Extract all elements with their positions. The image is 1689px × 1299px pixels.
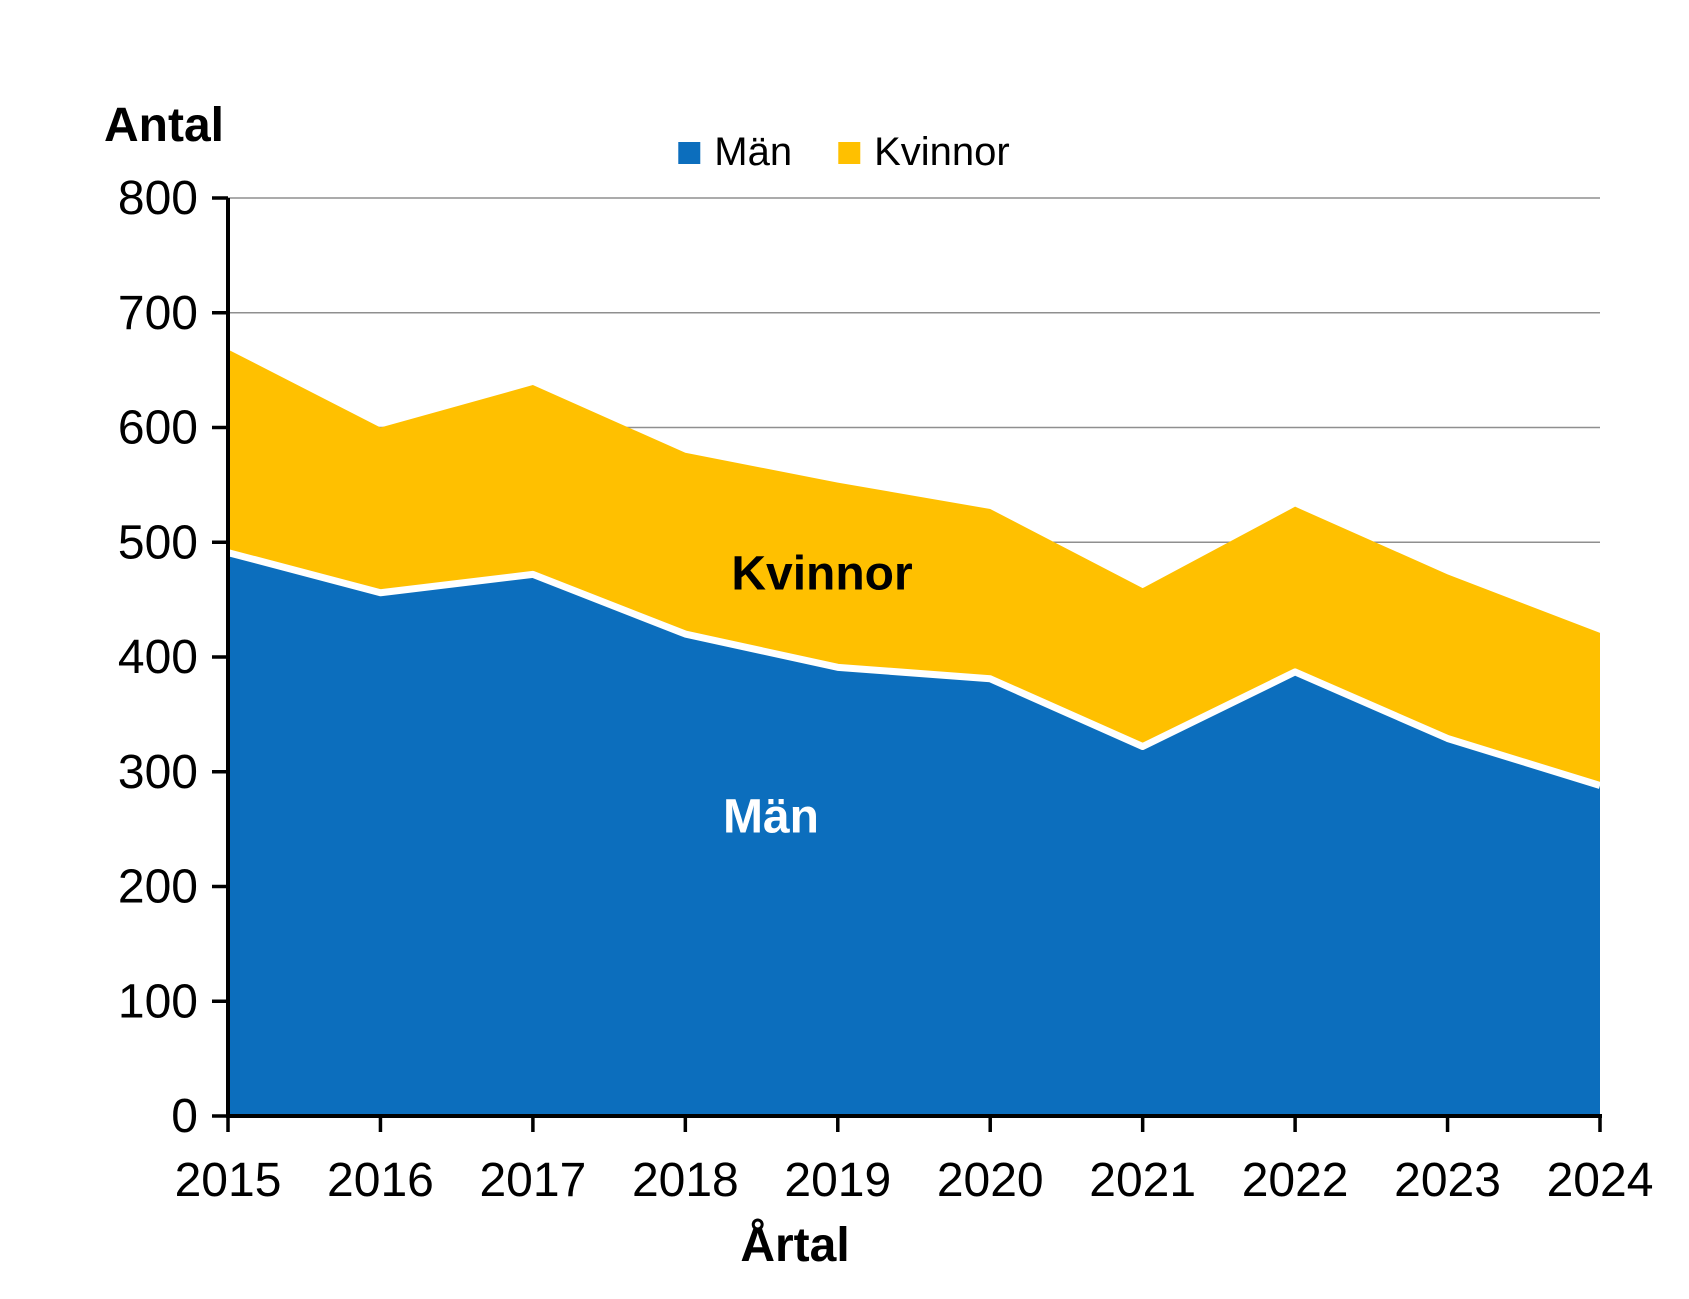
y-tick-label: 800 xyxy=(118,172,198,225)
x-tick-label: 2023 xyxy=(1394,1154,1501,1207)
x-tick-label: 2022 xyxy=(1242,1154,1349,1207)
y-tick-label: 300 xyxy=(118,746,198,799)
y-tick-label: 700 xyxy=(118,287,198,340)
x-tick-label: 2020 xyxy=(937,1154,1044,1207)
x-axis-title: Årtal xyxy=(740,1219,850,1272)
x-tick-label: 2019 xyxy=(784,1154,891,1207)
y-tick-label: 200 xyxy=(118,861,198,914)
legend-label-women: Kvinnor xyxy=(874,130,1010,174)
legend-label-men: Män xyxy=(714,130,793,174)
y-tick-label: 100 xyxy=(118,975,198,1028)
x-tick-label: 2024 xyxy=(1547,1154,1654,1207)
y-tick-label: 400 xyxy=(118,631,198,684)
x-tick-label: 2017 xyxy=(479,1154,586,1207)
legend: Män Kvinnor xyxy=(678,130,1010,175)
x-tick-label: 2015 xyxy=(175,1154,282,1207)
y-tick-label: 600 xyxy=(118,402,198,455)
y-tick-label: 0 xyxy=(171,1090,198,1143)
area-label-kvinnor: Kvinnor xyxy=(731,547,913,601)
legend-swatch-men-icon xyxy=(678,141,701,164)
legend-item-women: Kvinnor xyxy=(838,130,1010,175)
legend-swatch-women-icon xyxy=(838,141,861,164)
x-tick-label: 2016 xyxy=(327,1154,434,1207)
x-tick-label: 2018 xyxy=(632,1154,739,1207)
x-tick-label: 2021 xyxy=(1089,1154,1196,1207)
y-tick-label: 500 xyxy=(118,516,198,569)
area-label-man: Män xyxy=(723,790,819,844)
y-axis-title: Antal xyxy=(104,99,224,152)
legend-item-men: Män xyxy=(678,130,792,175)
